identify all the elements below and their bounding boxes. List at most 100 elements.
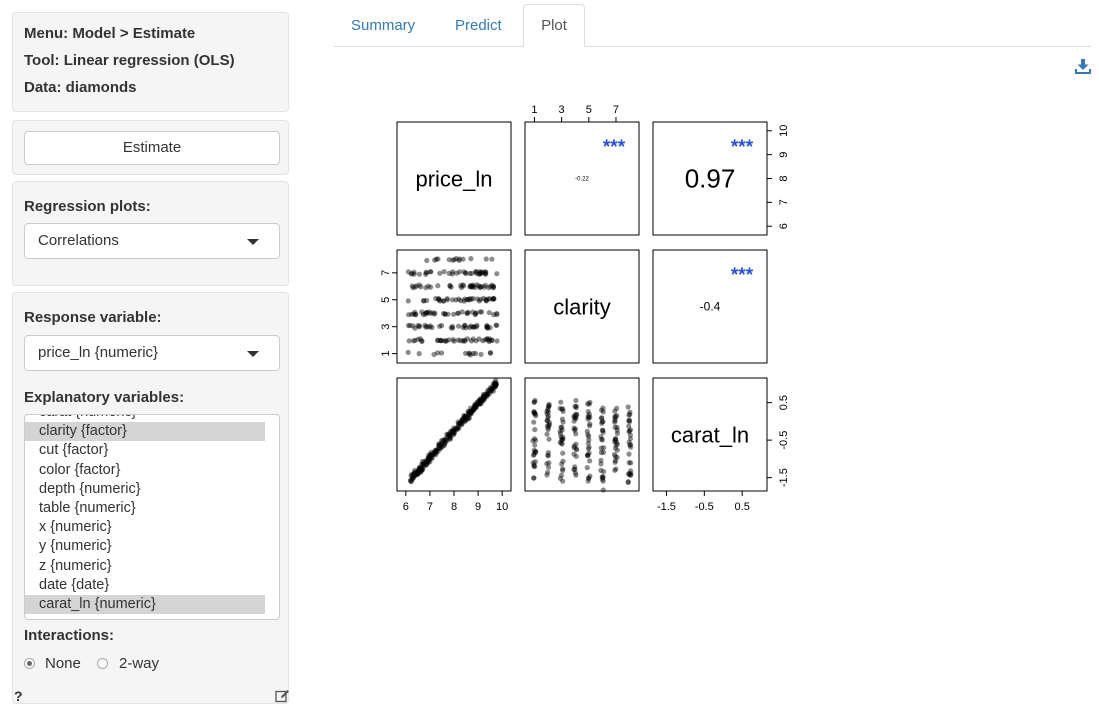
download-icon[interactable] [1075,58,1091,74]
scatter-point [453,297,459,303]
scatter-point [415,469,421,475]
scatter-point [412,472,419,478]
explanatory-variables-listbox[interactable]: carat {numeric}clarity {factor}cut {fact… [24,414,280,620]
scatter-point [415,336,421,342]
tab-summary[interactable]: Summary [351,17,416,34]
interaction-none-radio[interactable] [24,658,35,669]
interaction-two-way-label[interactable]: 2-way [119,655,160,672]
scatter-point [456,323,462,329]
scatter-point [470,296,476,302]
interaction-none-label[interactable]: None [45,655,81,672]
scatter-point [487,283,493,289]
scatter-point [411,471,417,477]
scatter-point [457,269,463,275]
scatter-point [446,432,452,439]
scatter-point [431,451,437,457]
scatter-point [546,420,553,426]
scatter-point [446,435,452,442]
scatter-point [481,295,487,301]
scatter-point [613,435,619,442]
scatter-point [435,296,441,302]
scatter-point [482,284,488,290]
scatter-point [473,338,479,344]
scatter-point [417,323,423,329]
scatter-point [423,271,429,277]
estimate-button[interactable]: Estimate [24,131,280,165]
scatter-point [431,311,437,317]
scatter-point [572,464,578,470]
scatter-point [478,351,484,357]
scatter-point [455,310,461,316]
scatter-point [490,296,496,302]
scatter-point [419,338,425,344]
scatter-point [483,297,489,303]
scatter-point [456,257,462,263]
explanatory-option[interactable]: carat {numeric} [25,415,265,422]
tab-plot[interactable]: Plot [523,4,585,47]
scatter-point [447,282,453,288]
scatter-point [544,431,550,437]
scatter-point [599,427,606,433]
tick-label: 3 [380,324,392,330]
tick-label: 7 [427,501,433,513]
scatter-point [411,471,417,477]
regression-plots-select[interactable]: Correlations [24,223,280,259]
scatter-point [560,434,566,440]
help-icon[interactable]: ? [14,688,23,704]
correlation-value: -0.22 [575,177,589,183]
explanatory-option[interactable]: z {numeric} [39,557,112,574]
tab-predict[interactable]: Predict [455,17,502,34]
scatter-point [627,427,634,433]
scatter-point [586,444,592,450]
scatter-point [476,298,482,304]
scatter-point [412,311,418,317]
scatter-point [532,449,539,455]
scatter-point [459,416,465,422]
scatter-point [454,270,460,276]
scatter-point [599,419,605,425]
explanatory-option[interactable]: table {numeric} [39,499,136,516]
scatter-point [412,471,418,477]
scatter-point [470,336,476,342]
scatter-point [478,296,484,303]
edit-icon[interactable] [275,689,290,703]
explanatory-option[interactable]: depth {numeric} [39,480,141,497]
scatter-point [478,270,484,276]
scatter-point [458,298,464,304]
explanatory-option[interactable]: date {date} [39,576,110,593]
scatter-point [612,458,619,464]
scatter-point [418,466,424,472]
scatter-point [436,296,442,302]
scatter-point [557,439,563,445]
regression-plots-value: Correlations [38,232,119,249]
scatter-point [417,467,423,473]
scatter-point [477,271,483,277]
scatter-point [481,396,488,402]
scatter-point [573,431,579,437]
scatter-point [600,475,606,481]
scatter-point [431,351,437,358]
scatter-point [411,474,417,480]
scatter-point [546,422,552,428]
response-variable-select[interactable]: price_ln {numeric} [24,335,280,371]
interaction-two-way-radio[interactable] [97,658,108,669]
scatter-point [442,311,448,317]
scatter-point [612,424,618,430]
model-info-panel: Menu: Model > Estimate Tool: Linear regr… [12,12,289,112]
scatter-point [560,419,566,425]
scatter-point [448,325,454,331]
scatter-point [558,424,564,431]
scatter-point [448,430,454,436]
scatter-point [494,338,500,344]
explanatory-option[interactable]: cut {factor} [39,442,109,459]
scatter-point [470,407,476,413]
explanatory-option[interactable]: clarity {factor} [25,422,265,442]
explanatory-option[interactable]: y {numeric} [39,538,112,555]
tick-label: 7 [613,104,619,116]
explanatory-option[interactable]: x {numeric} [39,519,112,536]
explanatory-option[interactable]: carat_ln {numeric} [25,594,265,615]
tick-label: 6 [403,501,409,513]
scatter-point [440,439,446,445]
scatter-point [545,453,551,459]
explanatory-option[interactable]: color {factor} [39,461,121,478]
